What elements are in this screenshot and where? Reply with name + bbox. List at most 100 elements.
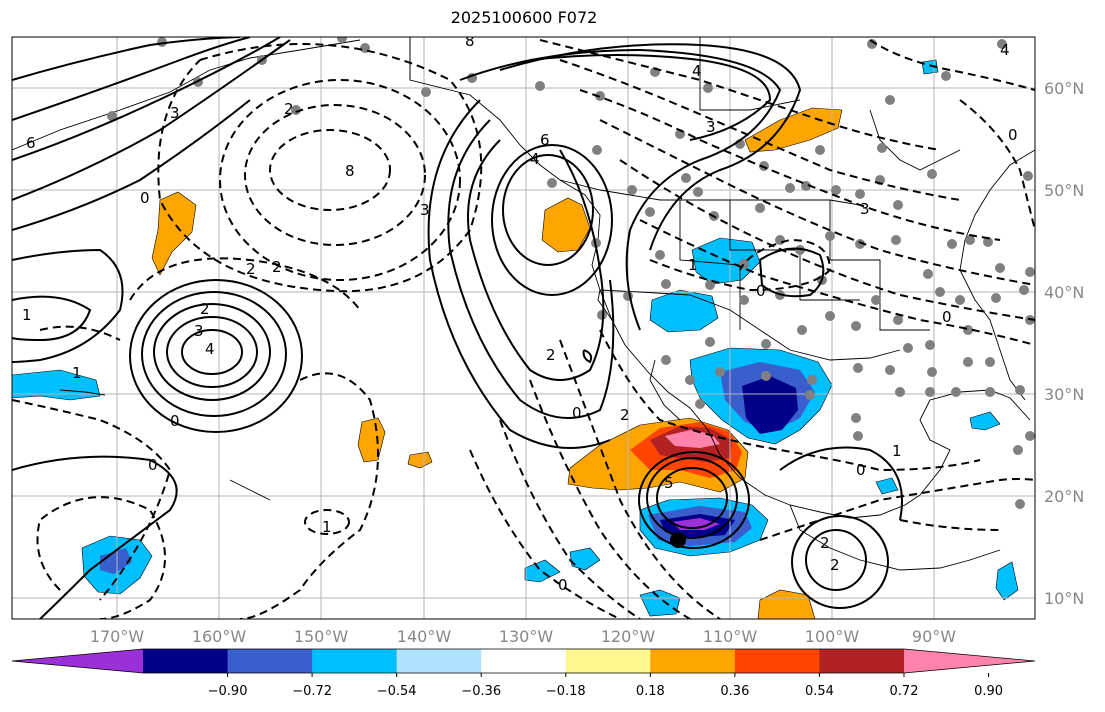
negative-contours: [12, 39, 1035, 619]
colorbar-tick-label: 0.54: [805, 684, 834, 699]
colorbar-tick-label: 0.18: [636, 684, 665, 699]
colorbar-tick-label: −0.54: [377, 684, 417, 699]
contour-label: 3: [194, 322, 204, 340]
strong-negative-anomaly-region: [100, 548, 132, 574]
contour-label: 2: [200, 300, 210, 318]
contour-label: 0: [1008, 126, 1018, 144]
positive-anomaly-region: [744, 107, 843, 153]
positive-anomaly-region: [407, 451, 433, 469]
colorbar-tick-label: 0.36: [720, 684, 749, 699]
contour-label: 4: [205, 340, 215, 358]
colorbar-bin: [734, 649, 820, 673]
contour-label: 6: [26, 134, 36, 152]
positive-anomaly-region: [151, 191, 197, 276]
latitude-labels: 60°N 50°N 40°N 30°N 20°N 10°N: [1044, 79, 1084, 608]
positive-anomaly-region: [541, 197, 591, 253]
positive-contours: [12, 37, 903, 619]
contour-label: 1: [22, 306, 32, 324]
longitude-labels: 170°W 160°W 150°W 140°W 130°W 120°W 110°…: [90, 627, 956, 646]
contour-label: 2: [272, 258, 282, 276]
lat-label: 20°N: [1044, 487, 1084, 506]
colorbar-bin: [312, 649, 398, 673]
colorbar-bin: [650, 649, 736, 673]
lon-label: 140°W: [397, 627, 452, 646]
contour-label: 6: [540, 131, 550, 149]
colorbar-bin: [565, 649, 651, 673]
contour-labels: 8 4 6 3 2 0 8 3 2 2 4 3 2 1 0 1 0 6 4 3 …: [22, 32, 1018, 594]
negative-anomaly-region: [524, 559, 561, 583]
colorbar: −0.90 −0.72 −0.54 −0.36 −0.18 0.18 0.36 0.54 0.7…: [11, 648, 1036, 699]
colorbar-tick-label: 0.72: [890, 684, 919, 699]
contour-label: 0: [942, 308, 952, 326]
colorbar-tick-label: −0.90: [208, 684, 248, 699]
negative-anomaly-region: [639, 589, 681, 617]
contour-label: 3: [860, 200, 870, 218]
negative-anomaly-region: [12, 369, 101, 401]
contour-label: 2: [830, 556, 840, 574]
map-title: 2025100600 F072: [450, 8, 598, 27]
lat-label: 10°N: [1044, 589, 1084, 608]
lon-label: 170°W: [90, 627, 145, 646]
graticule: [12, 37, 1035, 619]
colorbar-tick-label: −0.18: [546, 684, 586, 699]
contour-label: 2: [546, 346, 556, 364]
contour-label: 4: [692, 62, 702, 80]
lat-label: 30°N: [1044, 385, 1084, 404]
contour-label: 0: [756, 282, 766, 300]
contour-label: 0: [856, 461, 866, 479]
contour-label: 2: [620, 406, 630, 424]
lon-label: 110°W: [703, 627, 758, 646]
colorbar-tick-label: −0.36: [461, 684, 501, 699]
contour-label: 2: [246, 260, 256, 278]
lat-label: 50°N: [1044, 181, 1084, 200]
colorbar-tick-label: −0.72: [292, 684, 332, 699]
lat-label: 60°N: [1044, 79, 1084, 98]
contour-label: 4: [1000, 41, 1010, 59]
colorbar-tick-label: 0.90: [974, 684, 1003, 699]
lon-label: 130°W: [499, 627, 554, 646]
contour-label: 2: [820, 534, 830, 552]
colorbar-bin: [396, 649, 482, 673]
colorbar-bin: [481, 649, 567, 673]
lon-label: 150°W: [294, 627, 349, 646]
contour-label: 5: [664, 474, 674, 492]
lon-label: 90°W: [912, 627, 956, 646]
contour-label: 8: [345, 162, 355, 180]
contour-label: 1: [892, 442, 902, 460]
lon-label: 160°W: [192, 627, 247, 646]
very-strong-negative-anomaly-region: [742, 376, 798, 434]
contour-label: 2: [284, 100, 294, 118]
contour-label: 4: [530, 150, 540, 168]
negative-anomaly-region: [875, 477, 899, 495]
colorbar-extend-low: [12, 649, 143, 673]
contour-label: 0: [572, 404, 582, 422]
contour-label: 3: [420, 201, 430, 219]
colorbar-bin: [227, 649, 313, 673]
map-frame: [11, 36, 1036, 620]
colorbar-outline: [11, 648, 1036, 674]
contour-label: 3: [706, 118, 716, 136]
positive-anomaly-region: [357, 417, 386, 463]
positive-anomaly-region: [757, 589, 816, 619]
lon-label: 120°W: [601, 627, 656, 646]
negative-anomaly-region: [969, 411, 1001, 431]
storm-center-marker: [670, 532, 686, 548]
contour-label: 3: [170, 104, 180, 122]
contour-label: 0: [140, 189, 150, 207]
contour-label: 8: [465, 32, 475, 50]
contour-label: 0: [148, 456, 158, 474]
colorbar-extend-high: [904, 649, 1035, 673]
contour-label: 0: [170, 412, 180, 430]
contour-label: 1: [322, 518, 332, 536]
colorbar-bin: [819, 649, 905, 673]
contour-label: 0: [558, 576, 568, 594]
contour-label: 1: [688, 256, 698, 274]
lat-label: 40°N: [1044, 283, 1084, 302]
negative-anomaly-region: [649, 289, 719, 333]
negative-anomaly-region: [995, 561, 1019, 601]
colorbar-bin: [143, 649, 229, 673]
lon-label: 100°W: [805, 627, 860, 646]
negative-anomaly-region: [569, 547, 601, 571]
contour-label: 1: [72, 364, 82, 382]
